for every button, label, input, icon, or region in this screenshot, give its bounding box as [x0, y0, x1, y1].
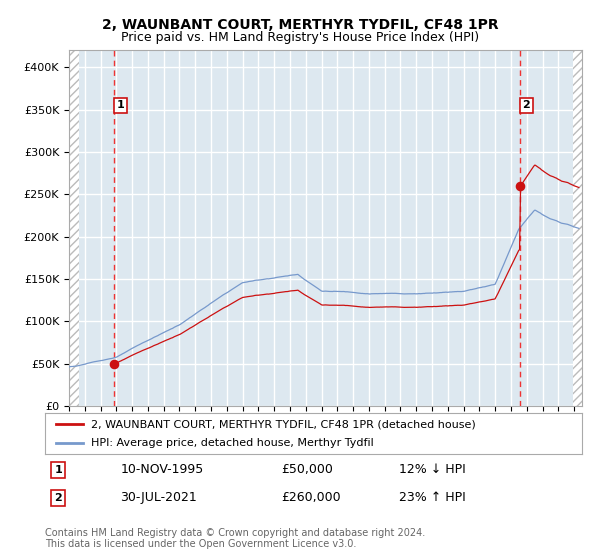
Text: 12% ↓ HPI: 12% ↓ HPI [400, 463, 466, 477]
Point [515, 181, 525, 190]
Text: 1: 1 [116, 100, 124, 110]
Text: 1: 1 [55, 465, 62, 475]
Bar [69, 50, 79, 406]
Text: Contains HM Land Registry data © Crown copyright and database right 2024.
This d: Contains HM Land Registry data © Crown c… [45, 528, 425, 549]
Text: Price paid vs. HM Land Registry's House Price Index (HPI): Price paid vs. HM Land Registry's House … [121, 31, 479, 44]
Text: 2, WAUNBANT COURT, MERTHYR TYDFIL, CF48 1PR (detached house): 2, WAUNBANT COURT, MERTHYR TYDFIL, CF48 … [91, 419, 475, 429]
Text: 23% ↑ HPI: 23% ↑ HPI [400, 491, 466, 505]
Bar [572, 50, 589, 406]
Text: 2: 2 [523, 100, 530, 110]
Text: 2, WAUNBANT COURT, MERTHYR TYDFIL, CF48 1PR: 2, WAUNBANT COURT, MERTHYR TYDFIL, CF48 … [101, 18, 499, 32]
Text: £50,000: £50,000 [281, 463, 333, 477]
Text: 2: 2 [55, 493, 62, 503]
Point [109, 359, 119, 368]
Text: £260,000: £260,000 [281, 491, 341, 505]
Text: 10-NOV-1995: 10-NOV-1995 [120, 463, 203, 477]
Text: 30-JUL-2021: 30-JUL-2021 [120, 491, 197, 505]
Text: HPI: Average price, detached house, Merthyr Tydfil: HPI: Average price, detached house, Mert… [91, 438, 373, 447]
